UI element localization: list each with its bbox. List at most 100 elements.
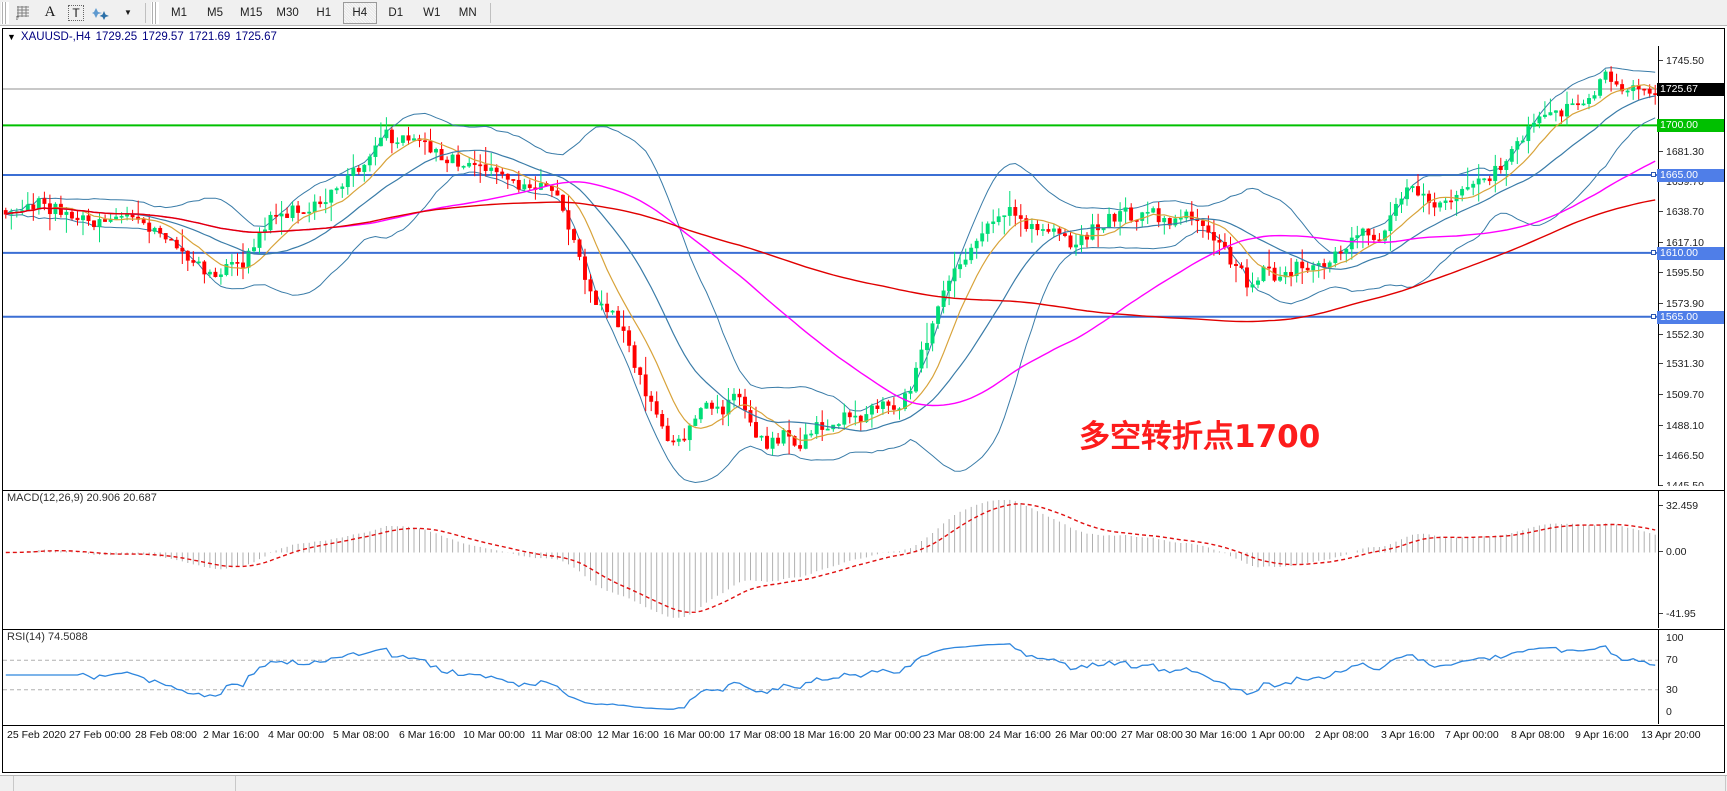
price-tick-label: 1595.50 xyxy=(1659,267,1724,279)
time-axis-label: 3 Apr 16:00 xyxy=(1381,729,1435,741)
timeframe-button-d1[interactable]: D1 xyxy=(388,6,404,19)
timeframe-button-w1[interactable]: W1 xyxy=(423,6,441,19)
rsi-tick-label: 70 xyxy=(1666,654,1678,667)
svg-text:F: F xyxy=(16,16,20,21)
time-axis-label: 25 Feb 2020 xyxy=(7,729,66,741)
time-axis-label: 5 Mar 08:00 xyxy=(333,729,390,741)
price-tick-label: 1681.30 xyxy=(1659,146,1724,158)
toolbar-divider-2 xyxy=(489,2,491,23)
strip-slot-grip[interactable] xyxy=(0,776,14,791)
time-axis-label: 28 Feb 08:00 xyxy=(135,729,197,741)
rsi-tick-label: 0 xyxy=(1666,706,1672,718)
time-axis-label: 30 Mar 16:00 xyxy=(1185,729,1247,741)
time-axis-label: 18 Mar 16:00 xyxy=(793,729,855,741)
time-axis-label: 24 Mar 16:00 xyxy=(989,729,1051,741)
macd-scale: 32.459 0.00 -41.95 xyxy=(1658,491,1724,628)
symbol-ohlc-bar: ▼ XAUUSD-,H4 1729.25 1729.57 1721.69 172… xyxy=(3,29,1724,45)
price-plot-area[interactable]: 多空转折点1700 xyxy=(3,46,1658,486)
time-axis-label: 12 Mar 16:00 xyxy=(597,729,659,741)
strip-slot-2[interactable] xyxy=(236,776,1726,791)
rsi-tick-label: 30 xyxy=(1666,683,1678,696)
price-chart-svg xyxy=(3,66,1658,484)
time-axis-label: 9 Apr 16:00 xyxy=(1575,729,1629,741)
price-pane[interactable]: 多空转折点1700 1745.50 1681.30 1659.70 1638.70 16… xyxy=(3,46,1724,486)
price-tick-label: 1509.70 xyxy=(1659,389,1724,401)
crosshair-f-icon[interactable]: F xyxy=(12,2,36,24)
price-scale[interactable]: 1745.50 1681.30 1659.70 1638.70 1617.10 1595.… xyxy=(1657,46,1724,486)
macd-tick-label: 32.459 xyxy=(1659,500,1724,512)
symbol-dropdown-caret-icon[interactable]: ▼ xyxy=(7,32,16,42)
time-axis-label: 7 Apr 00:00 xyxy=(1445,729,1499,741)
price-tag-1610-00[interactable]: 1610.00 xyxy=(1657,246,1724,260)
timeframe-group: M1 M5 M15 M30 H1 H4 D1 W1 MN xyxy=(161,1,486,24)
time-axis-label: 10 Mar 00:00 xyxy=(463,729,525,741)
time-axis-label: 11 Mar 08:00 xyxy=(531,729,593,741)
macd-tick-label: -41.95 xyxy=(1659,608,1724,620)
time-axis-label: 2 Apr 08:00 xyxy=(1315,729,1369,741)
chart-frame: ▼ XAUUSD-,H4 1729.25 1729.57 1721.69 172… xyxy=(2,28,1725,773)
time-axis-label: 17 Mar 08:00 xyxy=(729,729,791,741)
level-drag-handle[interactable] xyxy=(1651,249,1656,255)
toolbar: F A T ▼ M1 M5 M15 M30 H1 H4 D1 W1 MN xyxy=(0,0,1727,26)
toolbar-divider xyxy=(145,2,146,23)
timeframe-button-m15[interactable]: M15 xyxy=(240,6,263,19)
time-axis-label: 6 Mar 16:00 xyxy=(399,729,456,741)
rsi-pane[interactable]: RSI(14) 74.5088 100 70 30 0 xyxy=(3,629,1724,724)
price-tick-label: 1552.30 xyxy=(1659,329,1724,341)
toolbar-grip-handle[interactable] xyxy=(1,1,9,24)
rsi-chart-svg xyxy=(3,643,1658,710)
rsi-indicator-label: RSI(14) 74.5088 xyxy=(7,631,88,643)
macd-plot-area[interactable] xyxy=(3,491,1658,628)
timeframe-button-h1[interactable]: H1 xyxy=(316,6,332,19)
timeframe-button-m5[interactable]: M5 xyxy=(207,6,223,19)
timeframe-button-h4[interactable]: H4 xyxy=(342,1,377,24)
time-axis-label: 2 Mar 16:00 xyxy=(203,729,260,741)
timeframe-grip-handle[interactable] xyxy=(151,1,159,24)
level-drag-handle[interactable] xyxy=(1651,313,1656,319)
time-axis-label: 20 Mar 00:00 xyxy=(859,729,921,741)
macd-pane[interactable]: MACD(12,26,9) 20.906 20.687 32.459 0.00 -4… xyxy=(3,490,1724,628)
time-axis: 25 Feb 2020 27 Feb 00:00 28 Feb 08:00 2 Mar… xyxy=(3,725,1724,745)
text-A-icon[interactable]: A xyxy=(44,4,56,20)
strip-slot-1[interactable] xyxy=(14,776,236,791)
time-axis-label: 4 Mar 00:00 xyxy=(268,729,325,741)
ohlc-low: 1721.69 xyxy=(188,31,231,43)
ohlc-high: 1729.57 xyxy=(142,31,184,43)
price-tag-1725-67[interactable]: 1725.67 xyxy=(1657,82,1724,96)
ohlc-close: 1725.67 xyxy=(235,31,277,43)
time-axis-label: 16 Mar 00:00 xyxy=(663,729,725,741)
timeframe-button-m30[interactable]: M30 xyxy=(276,6,299,19)
price-tag-1565-00[interactable]: 1565.00 xyxy=(1657,310,1724,324)
rsi-tick-label: 100 xyxy=(1666,632,1684,644)
bottom-task-strip xyxy=(0,775,1727,791)
macd-chart-svg xyxy=(5,499,1656,618)
time-axis-label: 1 Apr 00:00 xyxy=(1251,729,1305,741)
dropdown-caret-icon[interactable]: ▼ xyxy=(124,8,132,17)
price-tick-label: 1573.90 xyxy=(1659,298,1724,310)
time-axis-label: 8 Apr 08:00 xyxy=(1511,729,1565,741)
time-axis-label: 27 Feb 00:00 xyxy=(69,729,131,741)
timeframe-button-m1[interactable]: M1 xyxy=(171,6,187,19)
price-tick-label: 1466.50 xyxy=(1659,450,1724,462)
rsi-plot-area[interactable] xyxy=(3,630,1658,724)
price-tick-label: 1488.10 xyxy=(1659,420,1724,432)
macd-indicator-label: MACD(12,26,9) 20.906 20.687 xyxy=(7,492,157,504)
time-axis-label: 27 Mar 08:00 xyxy=(1121,729,1183,741)
macd-tick-label: 0.00 xyxy=(1659,546,1724,558)
text-label-icon[interactable]: T xyxy=(64,2,88,24)
chart-annotation-text: 多空转折点1700 xyxy=(1079,419,1321,455)
price-tag-1665-00[interactable]: 1665.00 xyxy=(1657,168,1724,182)
level-drag-handle[interactable] xyxy=(1651,171,1656,177)
time-axis-label: 23 Mar 08:00 xyxy=(923,729,985,741)
price-tick-label: 1745.50 xyxy=(1659,55,1724,67)
price-tick-label: 1617.10 xyxy=(1659,237,1724,249)
rsi-scale: 100 70 30 0 xyxy=(1658,630,1724,724)
timeframe-button-mn[interactable]: MN xyxy=(458,6,477,19)
ohlc-open: 1729.25 xyxy=(95,31,138,43)
price-tick-label: 1445.50 xyxy=(1659,480,1724,486)
price-tag-1700-00[interactable]: 1700.00 xyxy=(1657,119,1724,133)
price-tick-label: 1638.70 xyxy=(1659,206,1724,218)
objects-icon[interactable] xyxy=(90,2,114,24)
symbol-name: XAUUSD-,H4 xyxy=(20,31,91,43)
